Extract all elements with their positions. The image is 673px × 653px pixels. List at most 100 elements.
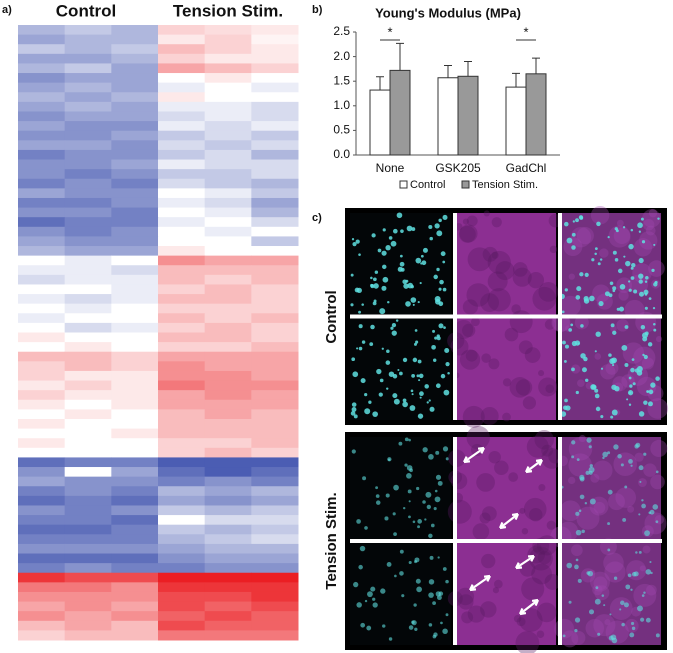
cell (617, 454, 622, 459)
heatmap-cell (204, 630, 252, 641)
cell (654, 280, 658, 284)
arrow (469, 574, 491, 592)
cell (638, 230, 641, 233)
cell (447, 372, 450, 375)
heatmap-cell (64, 409, 112, 420)
texture (461, 611, 474, 624)
cell (645, 617, 651, 623)
heatmap-cell (111, 101, 159, 112)
heatmap-cell (158, 303, 206, 314)
heatmap-cell (18, 149, 66, 161)
heatmap-cell (111, 601, 159, 612)
heatmap-cell (64, 82, 112, 93)
cell (393, 532, 397, 537)
cell (583, 298, 590, 304)
panel-label: a) (2, 4, 12, 16)
texture (537, 550, 552, 565)
cell (631, 626, 636, 631)
cell (350, 273, 354, 277)
cell (576, 286, 582, 292)
cell (644, 292, 648, 296)
heatmap-cell (18, 322, 66, 333)
cell (571, 245, 576, 250)
heatmap-cell (204, 159, 252, 170)
cell (594, 393, 600, 399)
texture (534, 429, 554, 450)
cell (386, 562, 392, 567)
heatmap-cell (64, 197, 112, 209)
texture (527, 272, 545, 289)
texture (633, 583, 657, 607)
cell (642, 332, 648, 339)
heatmap-cell (111, 409, 159, 420)
cell (422, 447, 428, 453)
cell (376, 368, 382, 375)
texture (522, 396, 537, 410)
cell (598, 300, 604, 307)
heatmap-cell (18, 495, 66, 506)
cell (445, 362, 450, 367)
texture (483, 210, 490, 217)
heatmap-cell (251, 582, 299, 593)
heatmap-cell (111, 236, 159, 247)
cell (415, 578, 421, 584)
heatmap-cell (158, 101, 206, 112)
cell (622, 517, 627, 522)
arrow (463, 446, 485, 464)
heatmap-cell (18, 572, 66, 583)
cell (358, 346, 363, 351)
y-tick-label: 1.0 (333, 98, 350, 112)
x-tick-label: GSK205 (435, 161, 481, 175)
texture (615, 487, 637, 508)
cell (626, 398, 629, 401)
heatmap-cell (204, 274, 252, 285)
heatmap-cell (64, 169, 112, 180)
texture (529, 508, 543, 522)
cell (393, 398, 400, 405)
texture (576, 506, 600, 530)
heatmap-cell (111, 63, 159, 74)
arrow (518, 598, 540, 616)
cell (388, 637, 393, 641)
heatmap-cell (158, 121, 206, 132)
cell (426, 504, 432, 510)
cell (373, 283, 379, 289)
legend-label: Control (410, 179, 445, 191)
cell (610, 415, 614, 419)
heatmap-cell (64, 207, 112, 218)
heatmap-cell (111, 159, 159, 170)
heatmap-cell (18, 342, 66, 353)
cell (364, 408, 371, 415)
heatmap-cell (204, 236, 252, 247)
heatmap-cell (251, 82, 299, 93)
texture (519, 507, 526, 514)
heatmap-cell (158, 370, 206, 382)
heatmap-cell (18, 25, 66, 36)
cell (420, 262, 423, 265)
heatmap-cell (158, 313, 206, 324)
heatmap-cell (251, 121, 299, 132)
texture (494, 579, 503, 589)
heatmap-cell (111, 399, 159, 410)
cell (638, 273, 644, 279)
cell (584, 502, 588, 505)
heatmap-cell (64, 217, 112, 228)
cell (579, 476, 585, 482)
cell (426, 401, 429, 404)
cell (435, 383, 441, 389)
cell (607, 235, 610, 239)
heatmap-cell (251, 130, 299, 141)
cell (564, 398, 568, 403)
cell (655, 376, 660, 381)
texture (533, 543, 542, 553)
heatmap-cell (111, 515, 159, 526)
heatmap-cell (251, 207, 299, 218)
cell (406, 225, 413, 232)
texture (523, 497, 547, 521)
image-tile (455, 543, 556, 645)
texture (590, 473, 600, 483)
texture (544, 319, 556, 330)
cell (364, 393, 368, 397)
texture (585, 618, 605, 638)
heatmap-cell (158, 418, 206, 430)
